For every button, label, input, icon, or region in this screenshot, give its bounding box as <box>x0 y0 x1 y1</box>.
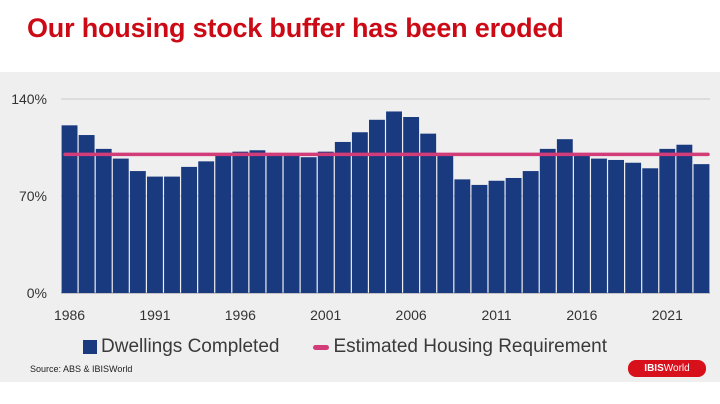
bar-1995 <box>215 155 232 293</box>
bar-2009 <box>454 179 471 293</box>
bar-1991 <box>146 176 163 293</box>
bar-2023 <box>693 164 710 293</box>
bar-2000 <box>300 157 317 293</box>
bar-chart: 0% 70% 140% 1986 1991 1996 2001 2006 2011 2016 20… <box>11 91 710 323</box>
bar-2016 <box>573 153 590 293</box>
x-tick-label: 2011 <box>481 307 511 323</box>
bar-2014 <box>539 148 556 293</box>
bar-2020 <box>642 168 659 293</box>
legend-swatch-dwellings <box>83 340 97 354</box>
bar-1989 <box>112 158 129 293</box>
chart-title: Our housing stock buffer has been eroded <box>27 13 564 43</box>
x-tick-label: 2021 <box>652 307 683 323</box>
bar-2010 <box>471 184 488 293</box>
x-tick-label: 1996 <box>225 307 256 323</box>
legend-label-dwellings: Dwellings Completed <box>101 336 280 357</box>
bar-2013 <box>522 171 539 293</box>
bar-2008 <box>437 154 454 293</box>
legend-item-requirement: Estimated Housing Requirement <box>313 336 607 358</box>
bar-2007 <box>420 133 437 293</box>
bar-2011 <box>488 180 505 293</box>
bar-2021 <box>659 148 676 293</box>
bar-1999 <box>283 155 300 293</box>
x-tick-labels: 1986 1991 1996 2001 2006 2011 2016 2021 <box>54 307 683 323</box>
logo-text-bold: IBIS <box>644 363 664 374</box>
x-tick-label: 1991 <box>139 307 170 323</box>
y-tick-label: 140% <box>11 91 47 107</box>
bar-1993 <box>181 166 198 293</box>
x-tick-label: 2006 <box>396 307 427 323</box>
bar-2017 <box>591 158 607 293</box>
bar-1994 <box>198 161 215 293</box>
legend-swatch-requirement <box>313 344 330 350</box>
bar-1988 <box>95 148 112 293</box>
bar-1990 <box>129 171 146 293</box>
bar-2003 <box>351 132 368 293</box>
bar-1997 <box>249 150 266 293</box>
bar-1987 <box>78 135 95 293</box>
source-note: Source: ABS & IBISWorld <box>30 364 133 374</box>
bar-2012 <box>505 177 522 293</box>
ibisworld-logo: IBIS World <box>628 360 706 377</box>
bar-2019 <box>625 162 642 293</box>
legend-item-dwellings: Dwellings Completed <box>83 336 279 358</box>
bar-2015 <box>556 139 573 293</box>
bar-1996 <box>232 151 249 293</box>
bar-2004 <box>369 119 385 294</box>
bar-2022 <box>676 144 693 293</box>
y-tick-labels: 0% 70% 140% <box>11 91 47 301</box>
bar-2018 <box>608 159 625 293</box>
bar-1992 <box>164 176 180 293</box>
x-tick-label: 2016 <box>566 307 597 323</box>
y-tick-label: 70% <box>19 188 47 204</box>
bar-2002 <box>334 141 351 293</box>
bars <box>61 111 710 294</box>
bar-2005 <box>386 111 402 293</box>
bar-2006 <box>403 117 420 293</box>
bar-2001 <box>317 151 334 293</box>
logo-text-light: World <box>663 363 690 374</box>
legend: Dwellings Completed Estimated Housing Re… <box>83 336 607 358</box>
x-tick-label: 1986 <box>54 307 85 323</box>
x-tick-label: 2001 <box>310 307 341 323</box>
bar-1986 <box>61 125 78 293</box>
bar-1998 <box>266 153 283 293</box>
y-tick-label: 0% <box>27 285 47 301</box>
legend-label-requirement: Estimated Housing Requirement <box>333 336 607 357</box>
